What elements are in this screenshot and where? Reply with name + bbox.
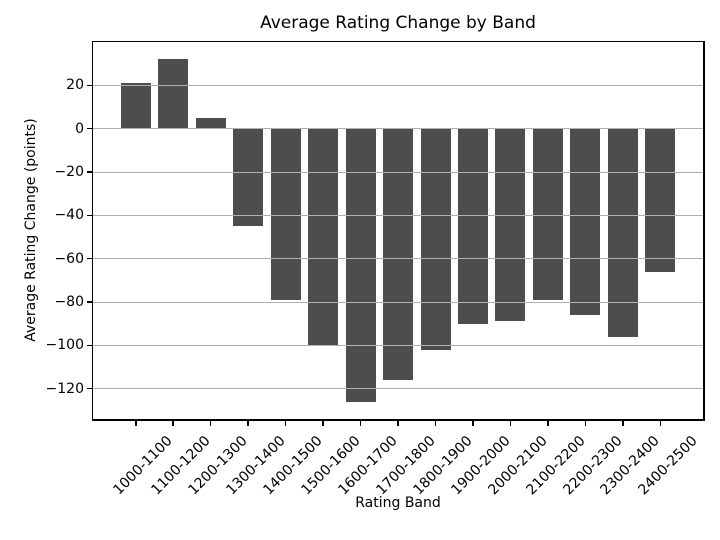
y-tick-label: −20 <box>54 164 84 180</box>
bar-1900-2000 <box>458 128 488 324</box>
bar-1200-1300 <box>195 117 226 129</box>
y-tick-mark <box>86 257 92 260</box>
gridline-y--40 <box>93 214 703 216</box>
y-tick-mark <box>86 84 92 87</box>
y-tick-mark <box>86 344 92 347</box>
bar-1600-1700 <box>345 128 376 402</box>
bar-2300-2400 <box>607 128 638 337</box>
x-tick-mark <box>547 420 549 426</box>
bar-1400-1500 <box>270 128 301 300</box>
plot-area <box>93 42 703 419</box>
y-tick-label: −40 <box>54 207 84 224</box>
y-tick-mark <box>86 127 92 130</box>
y-tick-mark <box>86 301 92 303</box>
y-tick-label: −80 <box>54 294 84 310</box>
gridline-y--100 <box>93 344 703 346</box>
top-spine <box>91 40 705 42</box>
x-tick-mark <box>359 420 362 426</box>
y-tick-label: −100 <box>45 337 84 354</box>
bar-2200-2300 <box>570 128 601 315</box>
bar-1500-1600 <box>308 128 339 346</box>
bar-1800-1900 <box>420 128 451 350</box>
gridline-y--120 <box>93 388 703 390</box>
x-tick-mark <box>397 420 399 426</box>
x-tick-mark <box>209 420 212 426</box>
y-tick-label: 0 <box>75 120 84 137</box>
bar-2400-2500 <box>645 128 676 272</box>
bar-2100-2200 <box>532 128 563 300</box>
x-tick-mark <box>659 420 661 426</box>
chart-title: Average Rating Change by Band <box>260 13 536 33</box>
bar-1100-1200 <box>158 59 189 129</box>
x-tick-mark <box>284 420 287 426</box>
x-tick-mark <box>584 420 587 426</box>
y-tick-label: −120 <box>45 380 84 397</box>
x-tick-mark <box>172 420 174 426</box>
x-tick-mark <box>247 420 249 426</box>
y-tick-label: 20 <box>66 77 84 94</box>
gridline-y-20 <box>93 84 703 86</box>
bar-1300-1400 <box>233 128 264 227</box>
x-axis-label: Rating Band <box>355 495 441 511</box>
y-tick-mark <box>86 171 92 173</box>
bar-1700-1800 <box>383 128 413 380</box>
gridline-y--20 <box>93 171 703 173</box>
x-tick-mark <box>135 420 137 426</box>
left-spine <box>91 42 93 421</box>
y-tick-mark <box>86 214 92 217</box>
x-tick-mark <box>472 420 474 426</box>
y-tick-mark <box>86 387 92 390</box>
x-tick-mark <box>434 420 437 426</box>
gridline-y-0 <box>93 128 703 130</box>
bottom-spine <box>91 419 705 421</box>
y-tick-label: −60 <box>54 250 84 267</box>
gridline-y--80 <box>93 301 703 303</box>
x-tick-mark <box>322 420 324 426</box>
right-spine <box>703 42 705 421</box>
x-tick-mark <box>509 420 512 426</box>
bar-1000-1100 <box>120 83 151 129</box>
gridline-y--60 <box>93 258 703 260</box>
x-tick-mark <box>622 420 624 426</box>
bar-2000-2100 <box>495 128 526 322</box>
